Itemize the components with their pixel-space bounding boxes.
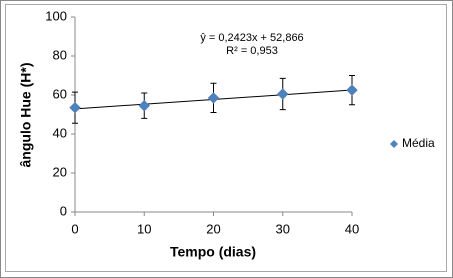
trend-equation: ŷ = 0,2423x + 52,866	[200, 32, 303, 44]
legend-marker	[390, 140, 398, 148]
y-tick-label: 100	[45, 8, 67, 23]
y-tick-label: 60	[53, 86, 67, 101]
chart-area	[5, 4, 447, 272]
y-axis-label: ângulo Hue (H*)	[18, 63, 34, 168]
marker	[69, 101, 81, 114]
y-tick-label: 80	[53, 47, 67, 62]
x-tick-label: 30	[276, 221, 290, 236]
marker	[138, 100, 150, 112]
marker	[207, 92, 220, 104]
x-tick-label: 40	[345, 221, 359, 236]
x-tick-label: 10	[137, 221, 151, 236]
trend-r2: R² = 0,953	[226, 45, 278, 57]
marker	[346, 84, 358, 96]
y-tick-label: 0	[60, 203, 67, 218]
x-axis-label: Tempo (dias)	[170, 244, 256, 260]
x-tick-label: 0	[71, 221, 78, 236]
marker	[277, 88, 289, 100]
legend-label: Média	[402, 136, 435, 150]
x-tick-label: 20	[206, 221, 220, 236]
y-tick-label: 20	[53, 164, 67, 179]
y-tick-label: 40	[53, 125, 67, 140]
